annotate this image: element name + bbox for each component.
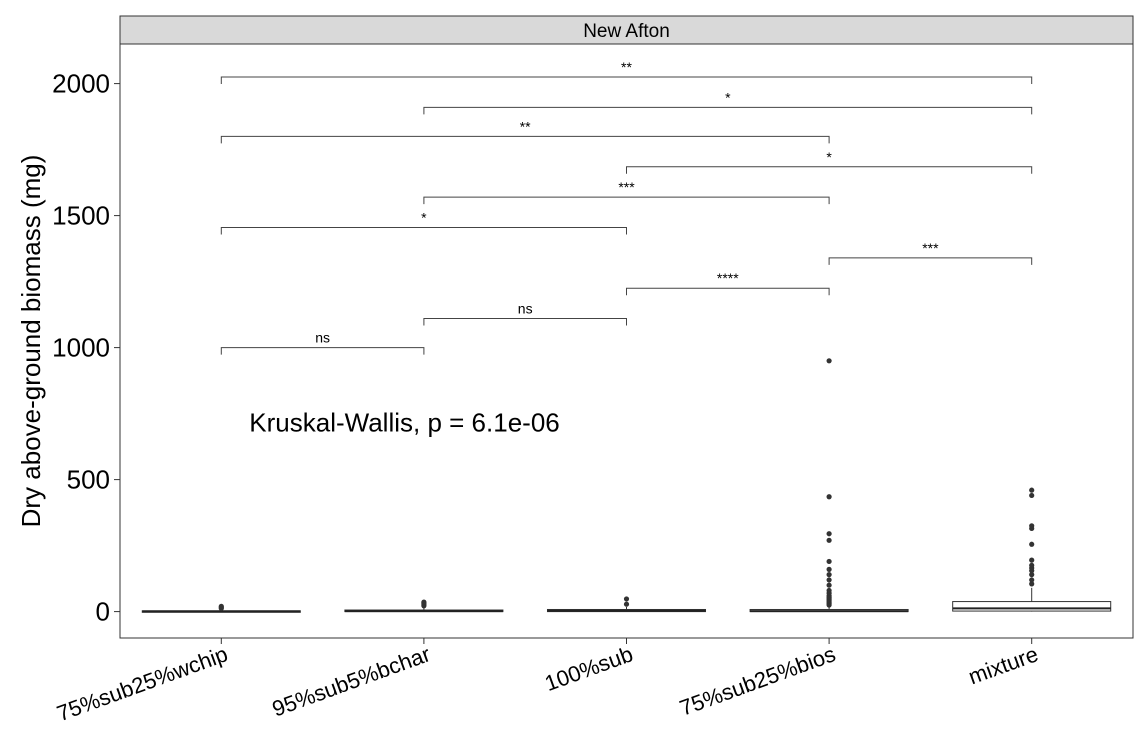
y-tick-label: 2000 [52,69,110,99]
box-75%sub25%wchip [141,603,301,613]
bracket-line [423,106,1033,115]
outlier-point [826,587,832,594]
bracket-75%sub25%wchip-vs-75%sub25%bios: ** [220,118,830,144]
y-tick-label: 500 [67,465,110,495]
outlier-point [1029,572,1035,578]
outlier-point [826,358,832,364]
bracket-75%sub25%wchip-vs-mixture: ** [220,59,1033,84]
outlier-point [1029,523,1035,529]
significance-label: * [725,89,731,105]
kruskal-wallis-annotation: Kruskal-Wallis, p = 6.1e-06 [249,408,559,438]
outlier-point [623,601,630,607]
significance-label: * [421,209,427,225]
bracket-line [220,135,830,144]
outlier-point [1029,581,1035,587]
bracket-100%sub-vs-75%sub25%bios: **** [626,270,830,296]
bracket-line [423,196,830,205]
y-tick-label: 1000 [52,333,110,363]
bracket-line [220,76,1033,84]
significance-label: ns [518,301,533,317]
facet-strip-background [119,15,1134,45]
plot-panel [119,43,1134,639]
box-iqr [952,601,1112,612]
y-tick-label: 1500 [52,201,110,231]
box-95%sub5%bchar [344,599,504,613]
bracket-95%sub5%bchar-vs-100%sub: ns [423,301,627,326]
y-axis-title: Dry above-ground biomass (mg) [16,155,46,528]
significance-label: *** [618,179,635,195]
bracket-line [220,226,627,235]
boxplot-series [141,358,1112,613]
bracket-line [220,347,425,355]
outlier-point [826,558,832,565]
significance-label: ** [520,118,531,134]
x-tick-label: 75%sub25%bios [676,641,839,721]
bracket-75%sub25%bios-vs-mixture: *** [828,240,1033,265]
x-axis: 75%sub25%wchip 95%sub5%bchar 100%sub 75%sub… [54,638,1041,726]
box-75%sub25%bios [749,358,909,613]
bracket-95%sub5%bchar-vs-75%sub25%bios: *** [423,179,830,205]
facet-strip-label: New Afton [583,21,670,42]
significance-label: ns [315,330,330,346]
bracket-line [626,287,830,296]
outlier-point [826,531,832,537]
y-tick-label: 0 [96,597,110,627]
outlier-point [1029,492,1035,499]
bracket-75%sub25%wchip-vs-95%sub5%bchar: ns [220,330,425,355]
box-100%sub [546,596,707,613]
bracket-line [423,318,627,326]
outlier-point [218,603,224,609]
outlier-point [826,572,832,578]
bracket-line [626,166,1033,174]
bracket-75%sub25%wchip-vs-100%sub: * [220,209,627,235]
outlier-point [623,596,630,602]
x-tick-label: 75%sub25%wchip [54,641,231,726]
outlier-point [1029,577,1035,583]
outlier-point [1029,487,1035,493]
facet-strip: New Afton [119,15,1134,45]
box-mixture [952,487,1112,612]
x-tick-label: 95%sub5%bchar [269,641,434,721]
outlier-point [1029,557,1035,563]
significance-label: * [826,149,832,165]
y-axis: 0 500 1000 1500 2000 [52,69,120,627]
bracket-95%sub5%bchar-vs-mixture: * [423,89,1033,115]
x-tick-label: mixture [965,641,1041,689]
bracket-100%sub-vs-mixture: * [626,149,1033,174]
outlier-point [1029,541,1035,547]
outlier-point [826,537,832,543]
plot-panel-border [119,43,1134,639]
outlier-point [826,566,832,572]
x-tick-label: 100%sub [541,641,636,696]
significance-label: *** [922,240,939,256]
outlier-point [1029,562,1035,569]
significance-label: ** [621,59,632,75]
outlier-point [826,577,832,583]
bracket-line [828,257,1033,265]
outlier-point [826,582,832,588]
outlier-point [421,599,427,605]
outlier-point [826,494,832,500]
significance-label: **** [717,270,739,286]
